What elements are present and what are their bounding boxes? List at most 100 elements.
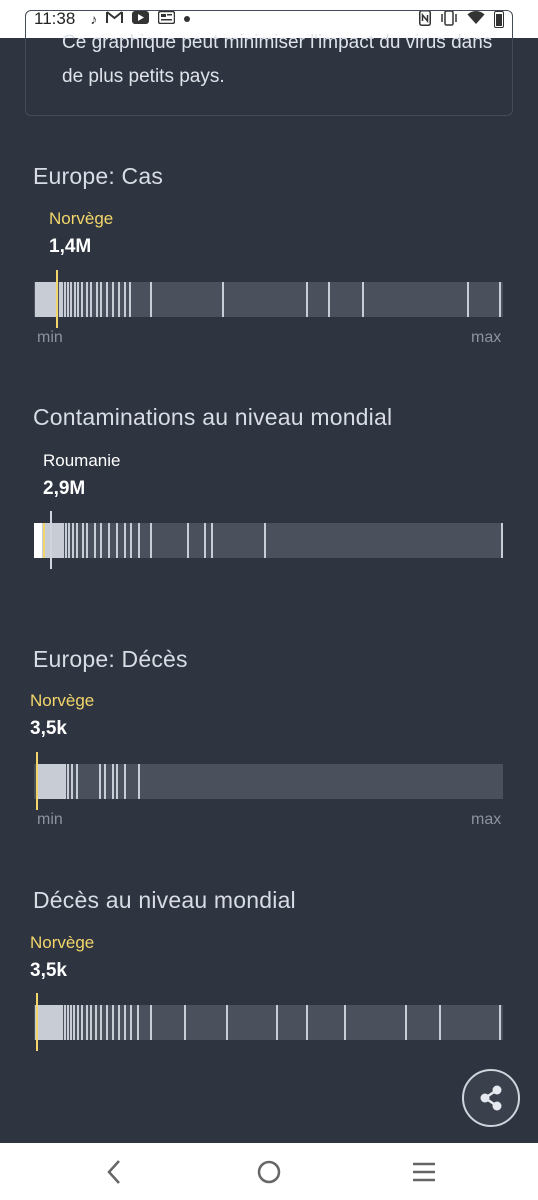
distribution-tick bbox=[74, 282, 76, 317]
distribution-tick bbox=[64, 1005, 66, 1040]
selected-country-marker bbox=[56, 270, 58, 328]
distribution-tick bbox=[55, 1005, 57, 1040]
distribution-tick bbox=[405, 1005, 407, 1040]
distribution-tick bbox=[100, 282, 102, 317]
distribution-tick bbox=[48, 523, 50, 558]
distribution-tick bbox=[54, 523, 56, 558]
distribution-tick bbox=[44, 523, 46, 558]
distribution-tick bbox=[76, 764, 78, 799]
max-label: max bbox=[471, 329, 502, 346]
distribution-tick bbox=[37, 282, 39, 317]
section-title: Décès au niveau mondial bbox=[33, 887, 296, 913]
selected-country-value: 2,9M bbox=[43, 478, 86, 499]
distribution-tick bbox=[501, 523, 503, 558]
distribution-tick bbox=[439, 1005, 441, 1040]
distribution-tick bbox=[38, 764, 40, 799]
min-label: min bbox=[37, 329, 63, 346]
share-icon bbox=[480, 1085, 502, 1111]
distribution-tick bbox=[344, 1005, 346, 1040]
share-button[interactable] bbox=[462, 1069, 520, 1127]
news-icon bbox=[158, 10, 176, 27]
distribution-tick bbox=[82, 523, 84, 558]
distribution-tick bbox=[70, 282, 72, 317]
distribution-tick bbox=[42, 764, 44, 799]
distribution-tick bbox=[112, 1005, 114, 1040]
selected-country-marker bbox=[36, 993, 38, 1051]
distribution-tick bbox=[77, 1005, 79, 1040]
system-nav-bar bbox=[0, 1143, 538, 1200]
dot-icon bbox=[184, 16, 191, 22]
distribution-tick bbox=[58, 764, 60, 799]
selected-country-value: 1,4M bbox=[49, 236, 92, 257]
distribution-tick bbox=[150, 523, 152, 558]
recents-button[interactable] bbox=[404, 1155, 444, 1189]
distribution-tick bbox=[72, 523, 74, 558]
distribution-tick bbox=[94, 523, 96, 558]
distribution-tick bbox=[47, 282, 49, 317]
distribution-tick bbox=[65, 523, 67, 558]
distribution-tick bbox=[150, 1005, 152, 1040]
distribution-tick bbox=[328, 282, 330, 317]
selected-country-label: Norvège bbox=[30, 691, 95, 710]
battery-icon bbox=[494, 10, 504, 28]
distribution-tick bbox=[73, 1005, 75, 1040]
distribution-tick bbox=[40, 764, 42, 799]
selected-country-label: Roumanie bbox=[43, 451, 121, 470]
distribution-tick bbox=[130, 523, 132, 558]
info-card bbox=[25, 10, 513, 116]
distribution-tick bbox=[64, 764, 66, 799]
distribution-tick bbox=[49, 1005, 51, 1040]
distribution-tick bbox=[61, 282, 63, 317]
distribution-tick bbox=[100, 523, 102, 558]
distribution-tick bbox=[43, 282, 45, 317]
distribution-tick bbox=[67, 1005, 69, 1040]
distribution-tick bbox=[76, 523, 78, 558]
selected-country-value: 3,5k bbox=[30, 960, 67, 981]
distribution-tick bbox=[104, 764, 106, 799]
distribution-tick bbox=[86, 523, 88, 558]
distribution-tick bbox=[362, 282, 364, 317]
distribution-tick bbox=[106, 1005, 108, 1040]
distribution-tick bbox=[124, 282, 126, 317]
section-title: Europe: Décès bbox=[33, 646, 188, 672]
distribution-tick bbox=[86, 282, 88, 317]
distribution-tick bbox=[130, 1005, 132, 1040]
distribution-tick bbox=[67, 282, 69, 317]
home-button[interactable] bbox=[249, 1155, 289, 1189]
youtube-icon bbox=[132, 11, 150, 27]
distribution-tick bbox=[49, 282, 51, 317]
distribution-tick bbox=[108, 523, 110, 558]
home-icon bbox=[257, 1160, 281, 1184]
back-button[interactable] bbox=[94, 1155, 134, 1189]
distribution-tick bbox=[116, 523, 118, 558]
distribution-tick bbox=[46, 523, 48, 558]
min-label: min bbox=[37, 811, 63, 828]
selected-country-marker bbox=[36, 752, 38, 810]
distribution-tick bbox=[86, 1005, 88, 1040]
distribution-tick bbox=[150, 282, 152, 317]
info-note-text: Ce graphique peut minimiser l'impact du … bbox=[62, 32, 493, 87]
distribution-tick bbox=[39, 282, 41, 317]
distribution-tick bbox=[137, 1005, 139, 1040]
distribution-tick bbox=[306, 282, 308, 317]
selected-country-value: 3,5k bbox=[30, 718, 67, 739]
distribution-strip[interactable] bbox=[34, 270, 503, 328]
distribution-tick bbox=[62, 523, 64, 558]
distribution-tick bbox=[70, 1005, 72, 1040]
distribution-strip[interactable] bbox=[34, 511, 503, 569]
distribution-tick bbox=[129, 282, 131, 317]
distribution-tick bbox=[48, 764, 50, 799]
distribution-strip[interactable] bbox=[34, 752, 503, 810]
distribution-tick bbox=[226, 1005, 228, 1040]
distribution-tick bbox=[56, 764, 58, 799]
wifi-icon bbox=[467, 10, 485, 28]
distribution-tick bbox=[124, 1005, 126, 1040]
distribution-tick bbox=[71, 764, 73, 799]
distribution-tick bbox=[100, 1005, 102, 1040]
distribution-tick bbox=[56, 523, 58, 558]
distribution-tick bbox=[81, 282, 83, 317]
distribution-tick bbox=[222, 282, 224, 317]
selected-country-marker bbox=[50, 511, 52, 569]
distribution-strip[interactable] bbox=[34, 993, 503, 1051]
distribution-tick bbox=[106, 282, 108, 317]
